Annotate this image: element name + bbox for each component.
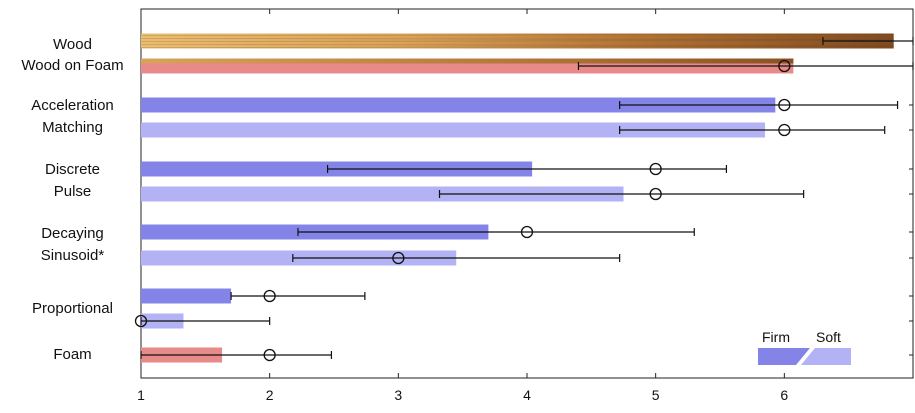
wood-grain	[140, 44, 894, 46]
wood-grain	[140, 40, 894, 42]
bars	[134, 33, 914, 363]
median-marker-foam	[263, 348, 276, 362]
category-label-line: Wood on Foam	[21, 57, 124, 74]
category-label-line: Matching	[42, 119, 103, 136]
legend-firm-swatch	[758, 348, 810, 365]
bar-proportional-firm	[141, 288, 232, 304]
bar-group-decaying-sinusoid-soft	[141, 250, 621, 266]
bar-wood-on-foam-wood	[141, 58, 794, 64]
bar-acceleration-matching-firm	[141, 97, 776, 113]
category-label-line: Wood	[53, 36, 92, 53]
bar-group-acceleration-matching-soft	[141, 122, 886, 138]
bar-group-wood	[140, 33, 914, 49]
category-label-line: Sinusoid*	[40, 247, 105, 264]
bar-group-discrete-pulse-firm	[141, 161, 728, 177]
median-marker-acceleration-matching-soft	[778, 123, 791, 137]
category-label-wood: Wood	[10, 34, 135, 56]
category-label-foam: Foam	[10, 344, 135, 366]
bar-discrete-pulse-soft	[141, 186, 624, 202]
x-tick-label: 6	[780, 387, 788, 403]
wood-grain	[140, 34, 894, 36]
median-marker-wood-on-foam	[778, 59, 791, 73]
category-label-line: Discrete	[44, 161, 100, 178]
x-tick-label: 5	[652, 387, 660, 403]
median-marker-decaying-sinusoid-soft	[392, 251, 405, 265]
category-label-line: Acceleration	[31, 97, 114, 114]
category-label-proportional: Proportional	[10, 298, 135, 320]
bar-group-proportional-soft	[134, 313, 271, 329]
bar-acceleration-matching-soft	[141, 122, 766, 138]
wood-grain	[140, 46, 894, 48]
legend-soft-swatch	[801, 348, 851, 365]
category-label-line: Foam	[53, 346, 92, 363]
category-label-line: Pulse	[53, 183, 92, 200]
legend: Firm Soft	[758, 329, 851, 365]
median-marker-proportional-soft	[134, 314, 148, 328]
x-tick-label: 1	[137, 387, 145, 403]
bar-group-acceleration-matching-firm	[141, 97, 899, 113]
category-label-line: Decaying	[41, 225, 104, 242]
category-label-wood-on-foam: Wood on Foam	[10, 55, 135, 77]
x-tick-label: 3	[394, 387, 402, 403]
x-tick-label: 2	[266, 387, 274, 403]
bar-group-discrete-pulse-soft	[141, 186, 805, 202]
bar-wood	[141, 33, 894, 49]
wood-grain	[140, 38, 894, 40]
legend-firm-label: Firm	[762, 329, 790, 345]
median-marker-decaying-sinusoid-firm	[520, 225, 534, 239]
category-label-decaying-sinusoid: Decaying Sinusoid*	[10, 223, 135, 267]
category-label-acceleration-matching: Acceleration Matching	[10, 95, 135, 139]
median-marker-proportional-firm	[263, 289, 276, 303]
median-marker-discrete-pulse-soft	[649, 187, 662, 201]
bar-group-decaying-sinusoid-firm	[141, 224, 695, 240]
category-label-line: Proportional	[32, 300, 113, 317]
x-tick-label: 4	[523, 387, 531, 403]
x-ticks: 1 2 3 4 5 6	[137, 9, 913, 403]
median-marker-discrete-pulse-firm	[649, 162, 662, 176]
category-label-discrete-pulse: Discrete Pulse	[10, 159, 135, 203]
bar-group-foam	[140, 347, 333, 363]
bar-group-wood-on-foam	[141, 58, 914, 74]
legend-soft-label: Soft	[816, 329, 841, 345]
bar-group-proportional-firm	[141, 288, 366, 304]
median-marker-acceleration-matching-firm	[778, 98, 791, 112]
